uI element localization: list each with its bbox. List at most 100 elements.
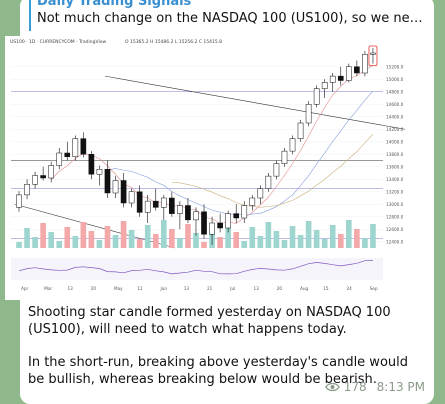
price-tick-label: 13600.0 xyxy=(386,164,404,169)
candle-body xyxy=(104,169,111,194)
volume-bar xyxy=(32,237,38,248)
rsi-panel xyxy=(11,258,383,280)
candlestick-chart: 15200.0 15000.0 14800.0 14600.0 14400.0 14200… xyxy=(5,36,413,300)
candle-body xyxy=(225,213,231,229)
candle-body xyxy=(185,205,191,221)
candle-body xyxy=(289,138,296,152)
candle-body xyxy=(144,200,151,213)
volume-bar xyxy=(169,229,175,248)
candle-body xyxy=(329,75,336,83)
x-tick-label: Apr xyxy=(21,286,29,291)
candle-body xyxy=(273,163,280,177)
highlight-box xyxy=(368,45,378,67)
candle-body xyxy=(96,169,103,175)
candle-body xyxy=(152,200,159,208)
x-tick-label: 20 xyxy=(277,286,283,291)
volume-bar xyxy=(225,223,231,248)
candle-body xyxy=(305,104,312,124)
volume-bar xyxy=(160,220,167,248)
candle-body xyxy=(16,194,22,208)
price-tick-label: 13800.0 xyxy=(386,152,404,157)
candle-body xyxy=(32,175,38,185)
candle-body xyxy=(136,191,143,213)
reply-preview[interactable]: Daily Trading Signals Not much change on… xyxy=(29,0,429,31)
chart-image[interactable]: 15200.0 15000.0 14800.0 14600.0 14400.0 14200… xyxy=(5,36,413,300)
candle-body xyxy=(169,197,175,214)
candle-body xyxy=(281,150,288,164)
price-tick-label: 14400.0 xyxy=(386,114,404,119)
volume-bar xyxy=(249,227,256,248)
volume-bar xyxy=(257,236,264,248)
ma-line-mid xyxy=(107,90,374,216)
volume-bar xyxy=(241,241,248,248)
price-tick-label: 14600.0 xyxy=(386,102,404,107)
candle-body xyxy=(80,138,87,155)
chart-bg xyxy=(5,36,413,300)
price-tick-label: 15200.0 xyxy=(386,64,404,69)
volume-bar xyxy=(177,238,183,248)
candle-body xyxy=(88,154,95,175)
caption-paragraph-1: Shooting star candle formed yesterday on… xyxy=(28,305,391,337)
volume-bar xyxy=(313,230,320,248)
x-tick-label: 20 xyxy=(91,286,97,291)
x-tick-label: 13 xyxy=(254,286,260,291)
candle-body xyxy=(160,197,167,208)
price-tick-label: 12800.0 xyxy=(386,214,404,219)
candle-body xyxy=(249,197,256,206)
candle-layer xyxy=(16,45,378,245)
candle-body xyxy=(120,180,127,204)
candle-body xyxy=(193,211,199,221)
volume-bar xyxy=(120,221,127,248)
x-tick-label: 24 xyxy=(347,286,353,291)
chart-ohlc: O 15365.2 H 15486.2 L 15256.2 C 15415.8 xyxy=(125,39,222,45)
x-tick-label: Aug xyxy=(300,286,309,291)
volume-bar xyxy=(128,230,135,248)
volume-bar xyxy=(273,231,280,248)
volume-bar xyxy=(321,239,328,248)
x-tick-label: May xyxy=(114,286,123,291)
indicator-lines xyxy=(18,65,374,275)
candle-body xyxy=(72,138,79,157)
ma-line-long xyxy=(171,133,374,208)
volume-bar xyxy=(354,229,360,248)
volume-bar xyxy=(80,222,87,248)
volume-bar xyxy=(185,224,191,248)
price-tick-label: 14800.0 xyxy=(386,89,404,94)
candle-body xyxy=(128,191,135,204)
volume-bar xyxy=(144,225,151,248)
message-meta: 178 8:13 PM xyxy=(324,380,425,394)
volume-bar xyxy=(233,232,240,248)
candle-body xyxy=(297,122,304,139)
candle-body xyxy=(241,205,248,219)
x-tick-label: 21 xyxy=(207,286,213,291)
candle-body xyxy=(201,211,207,235)
volume-bar xyxy=(40,223,46,248)
volume-bar xyxy=(56,241,63,248)
candle-body xyxy=(362,54,368,74)
x-tick-label: Jul xyxy=(229,286,235,291)
volume-layer xyxy=(16,220,376,248)
candle-body xyxy=(56,152,63,166)
price-tick-label: 14000.0 xyxy=(386,139,404,144)
message-caption: Shooting star candle formed yesterday on… xyxy=(28,304,428,404)
volume-bar xyxy=(297,235,304,248)
candle-body xyxy=(370,52,376,55)
axis-layer: 15200.0 15000.0 14800.0 14600.0 14400.0 14200… xyxy=(21,64,404,291)
price-tick-label: 14200.0 xyxy=(386,127,404,132)
volume-bar xyxy=(346,220,352,248)
candle-body xyxy=(48,165,55,179)
views-count: 178 xyxy=(343,380,367,394)
volume-bar xyxy=(72,236,79,248)
candle-body xyxy=(209,222,215,235)
price-tick-label: 13200.0 xyxy=(386,189,404,194)
candle-body xyxy=(321,82,328,89)
volume-bar xyxy=(193,233,199,248)
volume-bar xyxy=(104,226,111,248)
candle-body xyxy=(112,180,119,194)
volume-bar xyxy=(329,225,336,248)
x-tick-label: 11 xyxy=(137,286,143,291)
views-eye-icon xyxy=(324,382,340,392)
candle-body xyxy=(177,205,183,214)
trend-line xyxy=(104,75,406,130)
caption-paragraph-2: In the short-run, breaking above yesterd… xyxy=(28,355,408,387)
